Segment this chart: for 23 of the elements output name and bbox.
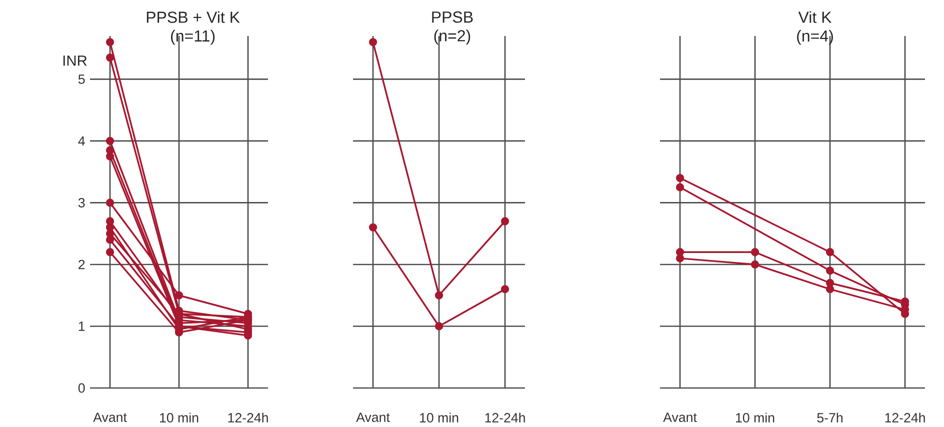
x-tick-label: 12-24h (228, 412, 268, 422)
chart-subtitle: (n=2) (434, 30, 470, 45)
y-axis-title: INR (63, 56, 87, 66)
x-tick-label: 5-7h (817, 412, 842, 422)
y-tick-label: 1 (78, 322, 85, 331)
chart-subtitle: (n=11) (171, 30, 215, 45)
y-tick-label: 4 (78, 136, 85, 146)
y-tick-label: 3 (78, 198, 85, 208)
x-tick-label: Avant (93, 412, 127, 422)
x-tick-label: 12-24h (485, 412, 525, 422)
chart-title: Vit K (798, 11, 832, 23)
x-tick-label: 12-24h (885, 412, 925, 422)
chart-title: PPSB + Vit K (146, 11, 240, 23)
y-tick-label: 5 (78, 74, 85, 84)
x-tick-label: 10 min (420, 412, 458, 422)
y-tick-label: 0 (78, 383, 85, 393)
chart-title: PPSB (432, 11, 473, 23)
x-tick-label: Avant (663, 412, 697, 422)
chart-subtitle: (n=4) (797, 30, 833, 45)
x-tick-label: Avant (356, 412, 390, 422)
x-tick-label: 10 min (736, 412, 774, 422)
x-tick-label: 10 min (160, 412, 198, 422)
y-tick-label: 2 (78, 260, 85, 270)
